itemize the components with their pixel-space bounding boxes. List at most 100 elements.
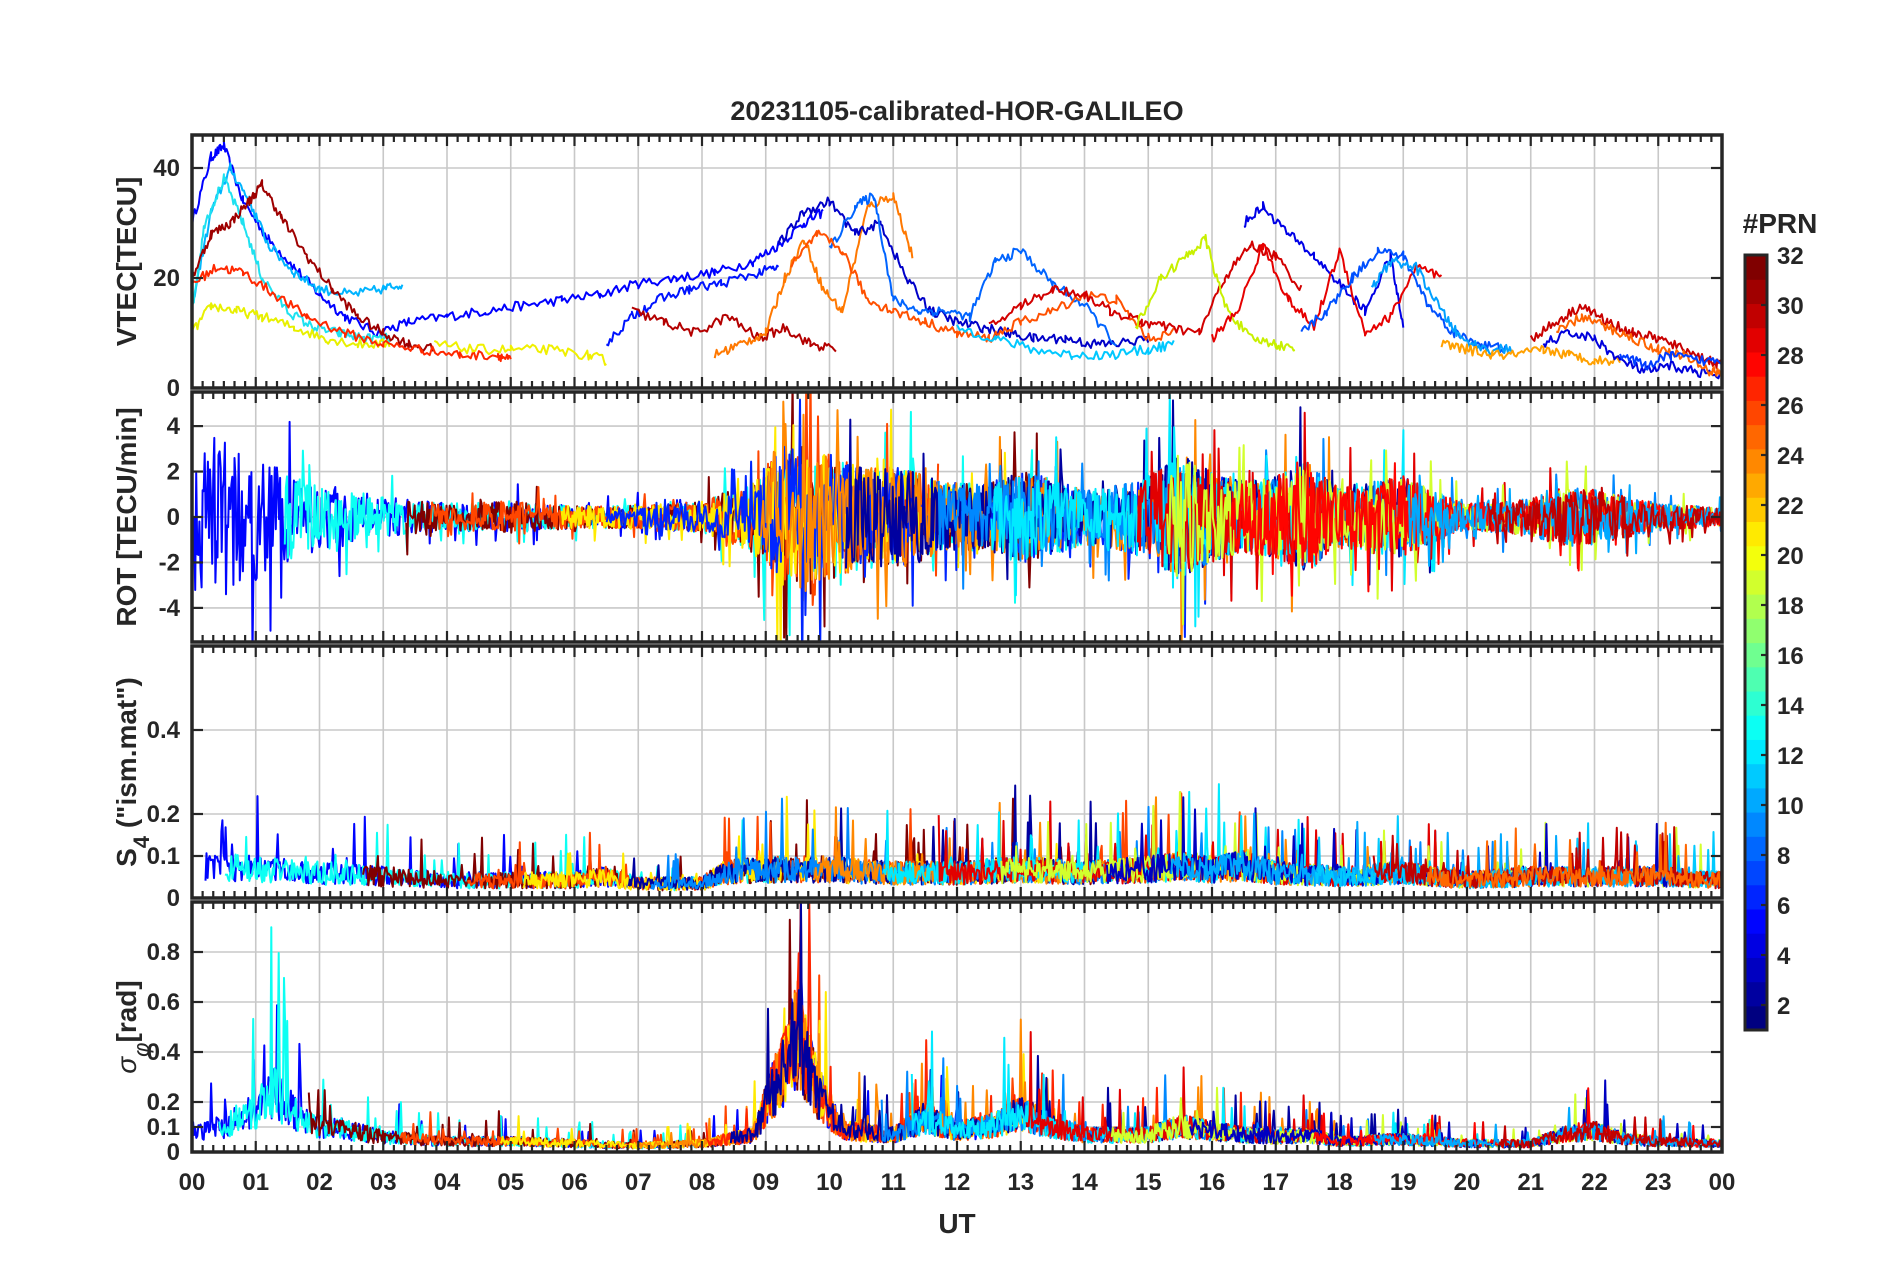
- colorbar-title: #PRN: [1743, 208, 1818, 239]
- x-tick-label: 06: [561, 1169, 588, 1196]
- panel-rot: -4 -2 0 2 4 ROT [TECU/min]: [111, 390, 1724, 644]
- x-tick-label: 21: [1517, 1169, 1544, 1196]
- sig-series-prn-30: [1497, 1116, 1722, 1149]
- y-tick-label: 0: [167, 375, 180, 402]
- colorbar-tick-label: 26: [1777, 393, 1804, 420]
- colorbar-segment: [1745, 497, 1767, 523]
- vtec-series-prn-11: [192, 162, 404, 307]
- vtec-series-prn-24: [713, 192, 914, 359]
- colorbar-segment: [1745, 545, 1767, 571]
- y-tick-label: 0.1: [147, 1114, 180, 1141]
- colorbar-segment: [1745, 884, 1767, 910]
- y-tick-label: 0.2: [147, 1089, 180, 1116]
- y-tick-label: 0: [167, 504, 180, 531]
- colorbar-segment: [1745, 1005, 1767, 1031]
- x-minor-ticks-vtec: [190, 135, 1724, 388]
- x-minor-ticks-rot: [190, 392, 1724, 642]
- colorbar-segment: [1745, 618, 1767, 644]
- grid-sig: [192, 902, 1722, 1152]
- y-tick-label: 0.4: [147, 717, 181, 744]
- y-ticks-vtec: 0 20 40: [153, 155, 1722, 402]
- y-tick-label: 0.6: [147, 989, 180, 1016]
- vtec-series-prn-21: [433, 339, 607, 366]
- traces-s4: [204, 783, 1722, 892]
- colorbar-segment: [1745, 448, 1767, 474]
- y-tick-label: 20: [153, 265, 180, 292]
- x-tick-label: 02: [306, 1169, 333, 1196]
- x-axis-label: UT: [938, 1208, 975, 1239]
- colorbar-segment: [1745, 424, 1767, 450]
- x-tick-label: 20: [1454, 1169, 1481, 1196]
- x-tick-label: 12: [944, 1169, 971, 1196]
- colorbar-tick-label: 8: [1777, 843, 1790, 870]
- x-minor-ticks-s4: [190, 646, 1724, 898]
- colorbar-frame: [1743, 253, 1769, 1032]
- colorbar-segment: [1745, 908, 1767, 934]
- rot-series-prn-30: [1487, 486, 1722, 557]
- figure-title: 20231105-calibrated-HOR-GALILEO: [730, 96, 1183, 126]
- colorbar-segment: [1745, 690, 1767, 716]
- colorbar-segment: [1745, 836, 1767, 862]
- y-tick-label: -4: [159, 595, 181, 622]
- vtec-series-prn-28: [1211, 242, 1443, 343]
- y-axis-label-sig: σφ[rad]: [111, 980, 154, 1073]
- colorbar-tick-label: 10: [1777, 793, 1804, 820]
- colorbar-segment: [1745, 255, 1767, 280]
- x-minor-ticks-sig: [190, 902, 1724, 1152]
- colorbar-segment: [1745, 642, 1767, 668]
- vtec-series-prn-29: [988, 240, 1303, 336]
- colorbar-tick-label: 6: [1777, 893, 1790, 920]
- colorbar-segment: [1745, 860, 1767, 886]
- vtec-series-prn-19: [1134, 233, 1296, 352]
- y-tick-label: 0: [167, 885, 180, 912]
- x-tick-label: 05: [497, 1169, 524, 1196]
- x-tick-label: 04: [434, 1169, 461, 1196]
- vtec-series-prn-4: [1542, 329, 1722, 380]
- y-ticks-rot: -4 -2 0 2 4: [159, 413, 1722, 622]
- colorbar-tick-label: 22: [1777, 493, 1804, 520]
- x-tick-label: 01: [242, 1169, 269, 1196]
- colorbar-segment: [1745, 933, 1767, 958]
- colorbar-segment: [1745, 715, 1767, 740]
- x-tick-label: 08: [689, 1169, 716, 1196]
- vtec-series-prn-31: [631, 306, 837, 353]
- x-tick-label: 03: [370, 1169, 397, 1196]
- colorbar-segment: [1745, 957, 1767, 983]
- y-tick-label: 0: [167, 1139, 180, 1166]
- vtec-series-prn-2: [777, 196, 1150, 349]
- x-tick-label: 11: [881, 1169, 906, 1196]
- y-tick-label: 2: [167, 459, 180, 486]
- s4-series-prn-25: [1426, 821, 1722, 889]
- colorbar-tick-label: 18: [1777, 593, 1804, 620]
- vtec-series-prn-10: [1370, 256, 1513, 356]
- y-ticks-s4: 0 0.1 0.2 0.4: [147, 717, 1722, 912]
- panel-sig: 00.10.2 0.4 0.6 0.8 σφ[rad]: [111, 900, 1724, 1166]
- vtec-series-prn-26: [192, 263, 512, 363]
- y-axis-label-rot: ROT [TECU/min]: [111, 407, 142, 626]
- sig-series-prn-10: [1373, 1106, 1722, 1149]
- vtec-series-prn-3: [1243, 201, 1405, 328]
- x-tick-label: 13: [1007, 1169, 1034, 1196]
- colorbar-segment: [1745, 569, 1767, 595]
- colorbar-tick-label: 16: [1777, 643, 1804, 670]
- colorbar-segment: [1745, 981, 1767, 1007]
- y-axis-label-s4: S4 ("ism.mat"): [111, 677, 154, 867]
- y-ticks-sig: 00.10.2 0.4 0.6 0.8: [147, 939, 1722, 1166]
- colorbar-segment: [1745, 376, 1767, 401]
- x-tick-label: 09: [752, 1169, 779, 1196]
- rot-series-prn-10: [1406, 474, 1722, 567]
- vtec-series-prn-25: [1556, 313, 1722, 378]
- y-tick-label: 0.1: [147, 843, 180, 870]
- y-tick-label: 40: [153, 155, 180, 182]
- colorbar-segment: [1745, 812, 1767, 837]
- colorbar-segment: [1745, 327, 1767, 353]
- y-tick-label: 4: [167, 413, 181, 440]
- y-tick-label: -2: [159, 549, 180, 576]
- colorbar-segment: [1745, 739, 1767, 765]
- colorbar-tick-label: 30: [1777, 293, 1804, 320]
- panel-s4: 0 0.1 0.2 0.4S4 ("ism.mat"): [111, 644, 1724, 912]
- colorbar-tick-label: 20: [1777, 543, 1804, 570]
